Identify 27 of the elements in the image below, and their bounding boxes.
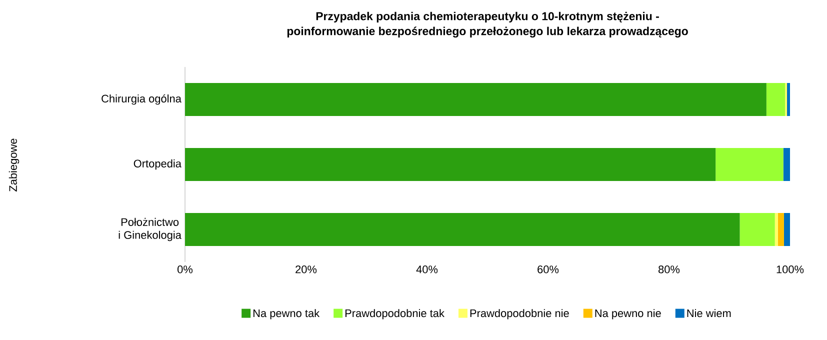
text: Zabiegowe [8, 138, 20, 192]
bar [716, 148, 784, 181]
x-tick-label: 0% [178, 266, 193, 274]
x-tick-label: 60% [538, 266, 559, 274]
x-tick-label: 100% [776, 266, 804, 274]
chart-title: Przypadek podania chemioterapeutyku o 10-krotnym stężeniu - poinformowanie bezpośredniego przełożonego lub lekarza prowadzącego [287, 12, 688, 38]
bar [766, 82, 786, 116]
legend-label: Na pewno tak [253, 309, 320, 320]
legend-label: Nie wiem [687, 309, 731, 318]
y-tick-label: Położnictwo i Ginekologia [118, 218, 182, 242]
bar [786, 82, 790, 116]
bar [185, 213, 740, 246]
bar [778, 213, 784, 246]
legend-label: Prawdopodobnie tak [345, 309, 444, 320]
y-tick-label: Ortopedia [134, 159, 182, 170]
legend-label: Prawdopodobnie nie [470, 309, 569, 320]
bar [774, 213, 778, 246]
y-tick-label: Chirurgia ogólna [102, 94, 182, 105]
bar [185, 148, 716, 181]
bar [783, 148, 790, 181]
x-tick-label: 40% [416, 266, 438, 274]
bar [784, 213, 790, 246]
bar [740, 213, 775, 246]
x-tick-label: 80% [658, 266, 680, 274]
bar [185, 82, 766, 116]
x-tick-label: 20% [296, 266, 317, 274]
legend-label: Na pewno nie [595, 309, 661, 320]
